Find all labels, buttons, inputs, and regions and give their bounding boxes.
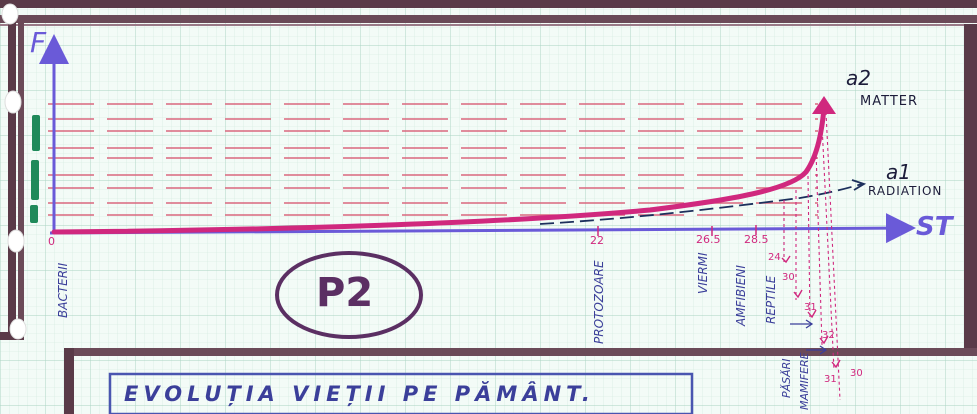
side-mark: 32 (822, 330, 835, 341)
origin-label: 0 (48, 235, 55, 248)
title-box (108, 372, 694, 414)
side-mark: 31 (824, 374, 837, 385)
y-axis-marks (30, 115, 40, 223)
side-mark: 31 (804, 302, 817, 313)
tick-label: 26.5 (696, 233, 721, 246)
stage-label-mammals: MAMIFERE (798, 352, 811, 410)
stage-label-birds: PĂSĂRI (780, 358, 793, 398)
badge-circle (275, 251, 423, 339)
radiation-curve-name: a1 (886, 160, 911, 184)
x-axis-label: ST (916, 212, 953, 242)
stage-label-protozoa: PROTOZOARE (592, 260, 606, 344)
radiation-curve (539, 183, 863, 225)
radiation-curve-caption: RADIATION (868, 184, 943, 198)
side-mark: 30 (850, 368, 863, 379)
level-dashes (48, 103, 818, 216)
side-mark: 24 (768, 252, 781, 263)
matter-curve-caption: MATTER (860, 94, 918, 109)
y-axis-label: F (30, 26, 47, 59)
stage-label-worms: VIERMI (696, 252, 710, 294)
matter-curve-name: a2 (846, 66, 871, 90)
tick-label: 28.5 (744, 233, 769, 246)
stage-label-reptiles: REPTILE (764, 275, 778, 324)
page-title: EVOLUȚIA VIEȚII PE PĂMÂNT. (124, 382, 595, 406)
stage-label-bacteria: BACTERII (56, 262, 70, 318)
stage-label-amphibians: AMFIBIENI (734, 265, 748, 326)
matter-curve (51, 105, 827, 235)
side-mark: 30 (782, 272, 795, 283)
badge-text: P2 (316, 270, 374, 316)
tick-label: 22 (590, 234, 604, 247)
